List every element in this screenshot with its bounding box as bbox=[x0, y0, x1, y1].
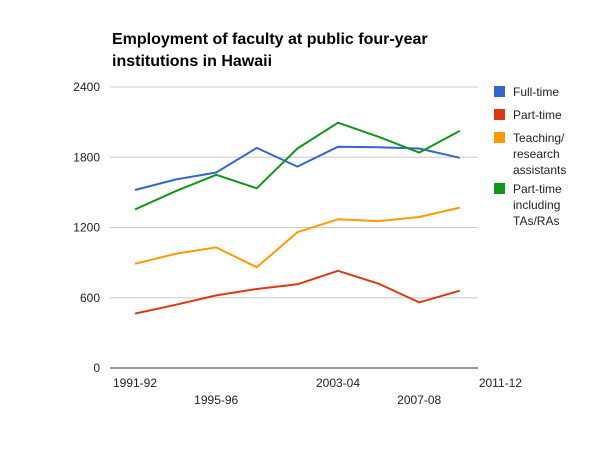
legend-swatch-4 bbox=[494, 183, 505, 194]
legend-label: Full-time bbox=[513, 85, 559, 99]
y-tick-label: 600 bbox=[80, 291, 100, 305]
chart-title-line-1: Employment of faculty at public four-yea… bbox=[112, 31, 428, 48]
x-tick-label: 1991-92 bbox=[113, 376, 157, 390]
chart-title-line-2: institutions in Hawaii bbox=[112, 53, 272, 70]
legend-label: Part-time bbox=[513, 108, 562, 122]
chart-title-group: Employment of faculty at public four-yea… bbox=[112, 31, 428, 70]
series-line-4 bbox=[134, 121, 461, 211]
legend-label: TAs/RAs bbox=[513, 214, 559, 228]
y-tick-label: 1200 bbox=[73, 221, 100, 235]
x-tick-label: 2003-04 bbox=[316, 376, 360, 390]
legend-swatch-3 bbox=[494, 132, 505, 143]
y-tick-label: 1800 bbox=[73, 150, 100, 164]
series-line-2 bbox=[134, 269, 461, 315]
y-tick-label: 2400 bbox=[73, 80, 100, 94]
x-tick-label: 2007-08 bbox=[397, 393, 441, 407]
gridlines bbox=[110, 86, 478, 369]
legend-label: Teaching/ bbox=[513, 131, 565, 145]
series-lines bbox=[134, 121, 461, 315]
legend-label: assistants bbox=[513, 163, 566, 177]
y-tick-label: 0 bbox=[93, 361, 100, 375]
series-line-1 bbox=[134, 145, 461, 191]
series-line-3 bbox=[134, 206, 461, 269]
legend: Full-time Part-time Teaching/research assis… bbox=[494, 85, 566, 228]
legend-label: research bbox=[513, 147, 560, 161]
legend-label: including bbox=[513, 198, 560, 212]
x-tick-label: 1995-96 bbox=[194, 393, 238, 407]
legend-label: Part-time bbox=[513, 182, 562, 196]
legend-swatch-1 bbox=[494, 86, 505, 97]
x-tick-label: 2011-12 bbox=[479, 376, 522, 390]
legend-swatch-2 bbox=[494, 109, 505, 120]
axes: 0 600 1200 1800 2400 1991-92 1995-96 2003-04 200… bbox=[73, 80, 522, 407]
